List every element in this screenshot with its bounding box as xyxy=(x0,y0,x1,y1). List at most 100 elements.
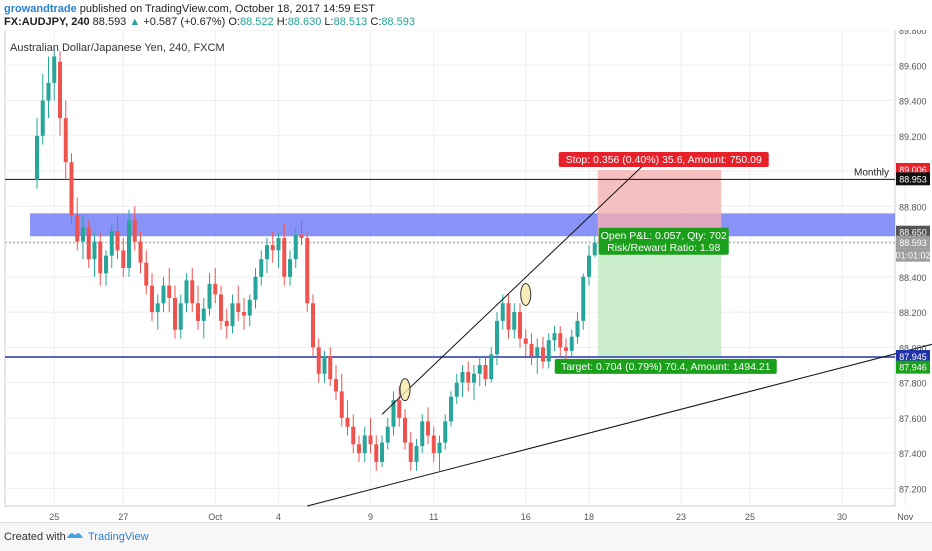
candle-body xyxy=(259,259,264,277)
trade-labels: Stop: 0.356 (0.40%) 35.6, Amount: 750.09… xyxy=(554,151,777,374)
candle-body xyxy=(196,303,200,321)
published-text: published on TradingView.com, October 18… xyxy=(79,3,375,15)
candle-body xyxy=(132,220,137,242)
candle-body xyxy=(477,364,482,374)
candle-body xyxy=(86,227,91,260)
candle-body xyxy=(546,340,551,362)
candle-body xyxy=(201,308,206,321)
price-badge xyxy=(896,235,930,249)
candle-body xyxy=(420,421,425,447)
close-value: 88.593 xyxy=(381,16,415,28)
time-tick-label: 18 xyxy=(584,512,594,522)
tradingview-link[interactable]: TradingView xyxy=(88,531,149,543)
price-badge-label: 88.953 xyxy=(899,174,927,184)
candle-body xyxy=(414,446,419,462)
candle-body xyxy=(575,320,580,337)
change-value: +0.587 (+0.67%) xyxy=(143,16,226,28)
time-tick-label: 11 xyxy=(429,512,438,522)
time-tick-label: 30 xyxy=(837,512,847,522)
time-tick-label: Oct xyxy=(208,512,223,522)
candle-body xyxy=(385,426,390,443)
candle-body xyxy=(408,442,413,462)
candle-body xyxy=(454,382,459,397)
chart-header: growandtrade published on TradingView.co… xyxy=(0,0,932,30)
candle-body xyxy=(564,347,568,351)
candle-body xyxy=(115,230,120,251)
price-axis[interactable]: 89.80089.60089.40089.20089.00088.80088.6… xyxy=(895,30,930,494)
upper-trendline xyxy=(381,161,647,415)
candle-body xyxy=(207,283,212,309)
candle-body xyxy=(178,303,183,330)
candle-body xyxy=(121,250,126,268)
candle-body xyxy=(40,100,45,136)
author-link[interactable]: growandtrade xyxy=(4,3,77,15)
candle-body xyxy=(293,234,298,260)
highlight-ellipse xyxy=(520,282,532,306)
candle-body xyxy=(569,336,574,351)
price-badge xyxy=(896,350,930,364)
candle-body xyxy=(288,259,292,277)
candle-body xyxy=(63,118,68,163)
price-badge xyxy=(896,248,930,262)
symbol-quote-line: FX:AUDJPY, 240 88.593 ▲ +0.587 (+0.67%) … xyxy=(4,16,415,28)
candle-body xyxy=(500,303,505,321)
candle-body xyxy=(305,238,310,304)
candle-body xyxy=(150,285,154,313)
footer: Created with TradingView xyxy=(0,522,932,551)
candle-body xyxy=(299,234,304,239)
price-badge xyxy=(896,172,930,186)
candle-body xyxy=(345,417,350,427)
rr-label: Risk/Reward Ratio: 1.98 xyxy=(607,242,720,254)
candle-body xyxy=(316,347,321,374)
time-tick-label: 25 xyxy=(49,512,59,522)
price-badge-label: 01:01:02 xyxy=(895,251,930,261)
candle-body xyxy=(276,238,281,251)
candle-body xyxy=(58,61,62,119)
candle-body xyxy=(52,56,57,83)
candle-body xyxy=(357,444,361,454)
candle-body xyxy=(535,347,540,357)
open-label: O: xyxy=(228,16,240,28)
price-tick-label: 87.600 xyxy=(899,414,927,424)
highlight-ellipse xyxy=(399,378,411,402)
candle-body xyxy=(167,285,172,298)
tradingview-logo-icon[interactable] xyxy=(66,529,84,543)
time-axis[interactable]: 25 27 Oct 4 9 11 16 18 23 25 30 Nov xyxy=(49,512,914,522)
candle-body xyxy=(334,379,338,392)
low-value: 88.513 xyxy=(333,16,368,28)
target-label: Target: 0.704 (0.79%) 70.4, Amount: 1494… xyxy=(561,361,771,373)
price-tick-label: 87.400 xyxy=(899,449,927,459)
candle-body xyxy=(466,372,471,383)
chart-title: Australian Dollar/Japanese Yen, 240, FXC… xyxy=(10,42,225,54)
time-tick-label: 25 xyxy=(745,512,755,522)
price-tick-label: 89.400 xyxy=(899,97,927,107)
candle-body xyxy=(104,255,108,274)
candle-body xyxy=(311,303,315,348)
candle-body xyxy=(339,391,344,418)
price-tick-label: 87.800 xyxy=(899,379,927,389)
candle-body xyxy=(270,245,275,251)
lower-trendline xyxy=(307,343,932,507)
candle-body xyxy=(437,442,442,454)
price-badge xyxy=(896,225,930,239)
candle-body xyxy=(230,303,235,327)
candle-body xyxy=(529,343,534,357)
price-tick-label: 88.800 xyxy=(899,202,927,212)
candle-body xyxy=(190,280,195,304)
price-badge-label: 88.593 xyxy=(899,238,927,248)
candle-body xyxy=(35,135,39,180)
candle-body xyxy=(368,435,373,445)
candle-body xyxy=(46,82,51,101)
candle-body xyxy=(472,373,476,383)
candle-body xyxy=(431,435,436,454)
publish-info: growandtrade published on TradingView.co… xyxy=(4,3,375,15)
low-label: L: xyxy=(324,16,334,28)
candle-body xyxy=(224,320,229,327)
candle-body xyxy=(449,396,453,422)
time-tick-label: 9 xyxy=(368,512,373,522)
price-chart[interactable]: Monthly 89.80089.60089.40089.20089.00088… xyxy=(0,30,932,522)
candle-body xyxy=(247,299,252,316)
candle-body xyxy=(138,241,143,263)
candles xyxy=(35,47,597,471)
stop-label: Stop: 0.356 (0.40%) 35.6, Amount: 750.09 xyxy=(566,154,762,166)
